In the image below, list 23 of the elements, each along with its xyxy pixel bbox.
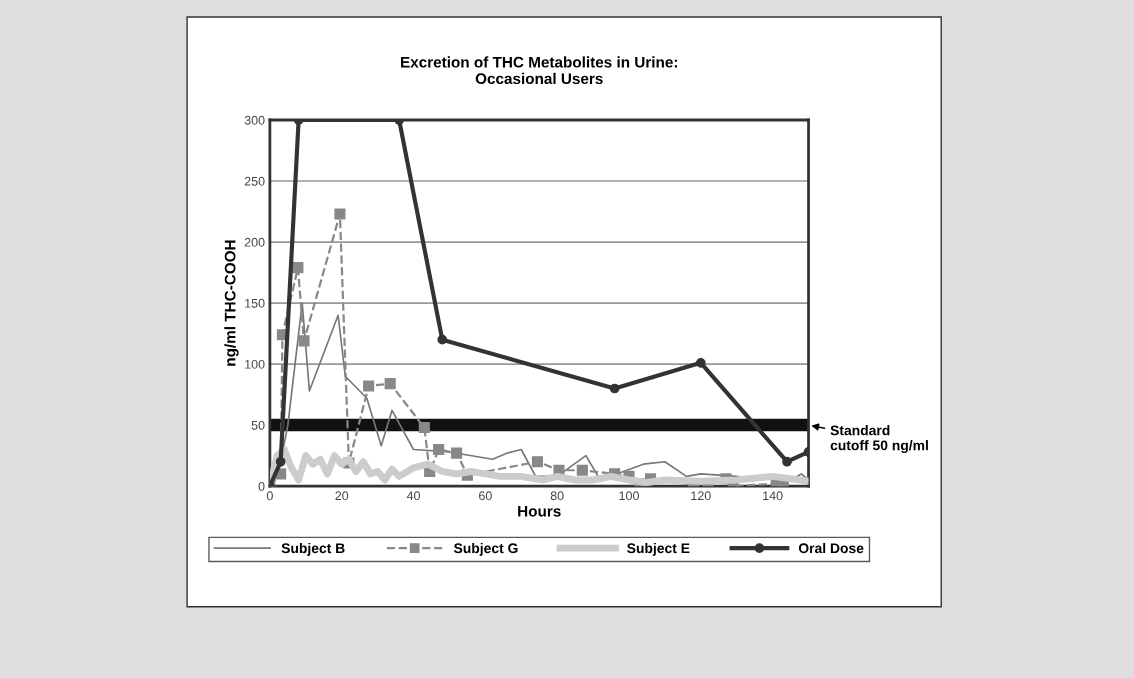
ref-line-label: Standard cutoff 50 ng/ml: [830, 425, 928, 454]
chart-title: Excretion of THC Metabolites in Urine: Occasional Users: [401, 56, 677, 85]
y-tick-label: 200: [244, 237, 265, 247]
x-tick-label: 100: [619, 491, 639, 501]
y-tick-label: 50: [251, 420, 265, 430]
x-tick-label: 140: [763, 491, 783, 501]
legend-label: Oral Dose: [798, 542, 864, 554]
legend-label: Subject G: [453, 542, 518, 556]
y-tick-label: 150: [245, 298, 265, 308]
y-tick-label: 100: [245, 359, 265, 369]
x-tick-label: 60: [479, 491, 492, 501]
x-tick-label: 20: [335, 491, 349, 501]
x-tick-label: 120: [691, 491, 711, 501]
x-axis-title: Hours: [518, 505, 561, 517]
y-axis-title: ng/ml THC-COOH: [224, 240, 239, 366]
y-tick-label: 250: [244, 176, 265, 186]
legend-label: Subject E: [627, 542, 690, 556]
x-tick-label: 80: [550, 491, 564, 501]
x-tick-label: 0: [266, 491, 273, 501]
y-tick-label: 300: [244, 115, 265, 125]
y-tick-label: 0: [258, 481, 265, 491]
x-tick-label: 40: [406, 491, 420, 501]
legend-label: Subject B: [281, 542, 345, 556]
